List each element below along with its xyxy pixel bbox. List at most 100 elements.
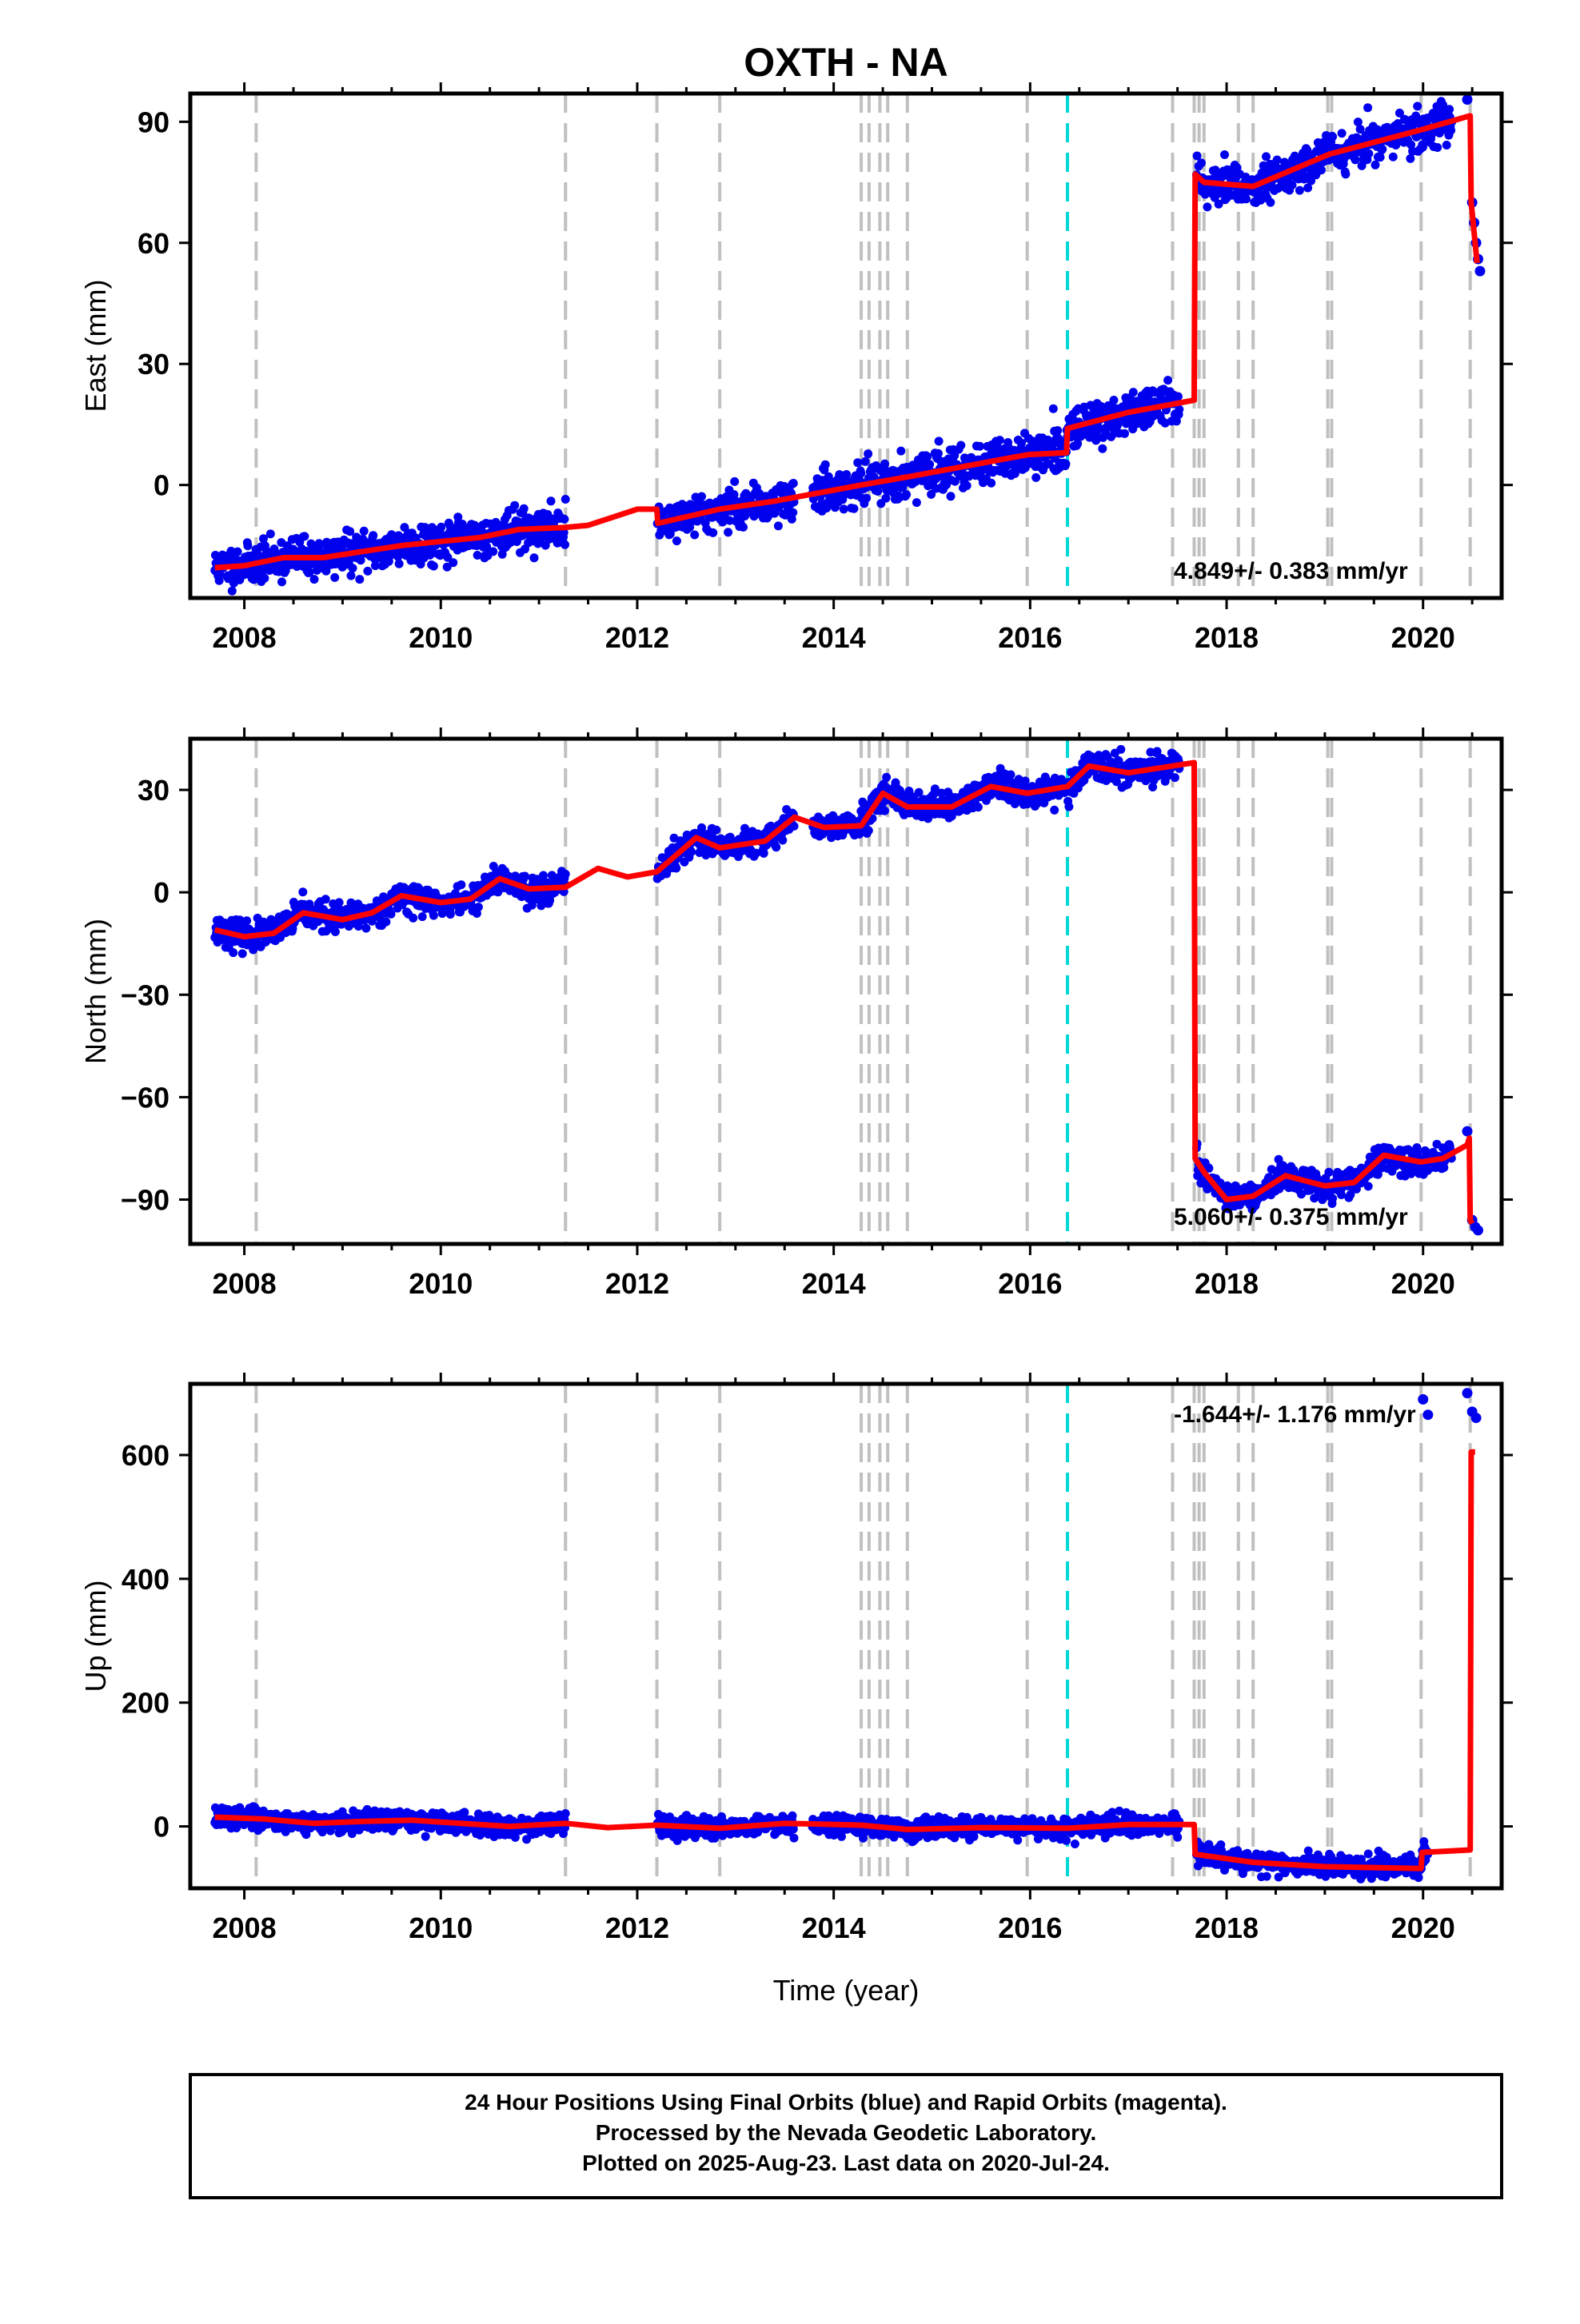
data-point [457,880,465,889]
data-point [1242,194,1251,203]
data-point [1473,1225,1483,1235]
data-point [547,496,556,505]
plot-area [210,739,1483,1244]
data-point [963,481,972,490]
data-point [864,449,872,458]
data-point [1462,94,1473,105]
data-point [840,504,848,513]
data-point [1364,149,1373,158]
data-point [321,895,330,903]
y-tick-label: 30 [138,348,170,381]
data-point [1328,133,1337,142]
data-point [474,903,483,911]
data-point [1007,771,1015,779]
data-point [861,457,870,466]
data-point [1433,143,1442,152]
data-point [1462,1126,1473,1137]
data-point [409,914,417,923]
y-axis-label-north: North (mm) [79,919,112,1064]
data-point [395,560,404,568]
data-point [987,479,995,488]
y-tick-label: 90 [138,106,170,138]
data-point [902,490,911,499]
data-point [561,870,570,879]
figure-title: OXTH - NA [744,40,948,85]
data-point [330,573,339,582]
data-point [853,458,862,467]
plot-area [210,1384,1481,1888]
data-point [1363,103,1372,112]
velocity-annotation-east: 4.849+/- 0.383 mm/yr [1174,558,1408,584]
data-point [1378,145,1386,153]
data-point [995,436,1004,444]
data-point [697,492,706,501]
x-tick-label: 2018 [1195,621,1259,654]
y-axis-label-east: East (mm) [79,280,112,413]
data-point [1262,152,1271,161]
data-point [1116,745,1125,754]
data-point [923,452,932,461]
data-point [976,442,984,451]
data-point [1266,198,1275,207]
data-point [437,523,445,532]
data-point [520,504,529,513]
data-point [1031,473,1040,482]
data-points-north [210,745,1483,1236]
data-point [1317,165,1326,174]
x-tick-label: 2008 [213,621,277,654]
data-point [349,564,357,572]
data-point [760,849,768,858]
data-point [896,447,905,456]
data-point [243,541,252,550]
data-point [864,826,873,835]
y-tick-label: 30 [138,774,170,807]
data-point [360,527,369,536]
data-point [912,498,921,507]
data-point [690,531,699,540]
data-point [1049,405,1058,413]
x-tick-label: 2010 [409,621,473,654]
x-tick-label: 2008 [213,1267,277,1300]
data-point [687,847,696,856]
data-point [880,807,889,815]
data-point [1337,1190,1346,1199]
data-point [233,548,242,556]
data-point [363,567,372,576]
data-point [561,540,569,549]
data-point [355,575,364,584]
data-point [335,898,344,907]
data-point [1341,169,1350,178]
velocity-annotation-north: 5.060+/- 0.375 mm/yr [1174,1204,1408,1230]
data-point [880,460,889,468]
data-point [1295,186,1304,195]
data-point [934,449,943,458]
y-tick-label: −90 [121,1183,170,1216]
data-point [1413,102,1422,110]
x-tick-label: 2020 [1391,1267,1455,1300]
data-point [1328,1194,1337,1203]
data-point [260,574,269,583]
data-point [361,924,370,933]
data-point [739,523,748,532]
data-point [1446,126,1455,135]
data-points-up [210,1388,1481,1884]
data-point [238,949,247,958]
data-point [1197,158,1206,167]
data-point [1445,105,1454,114]
data-point [489,547,497,556]
data-point [821,460,830,469]
x-tick-label: 2018 [1195,1267,1259,1300]
x-tick-label: 2014 [802,621,866,654]
data-point [1376,153,1385,161]
data-point [789,479,798,488]
data-point [1120,429,1129,438]
data-point [788,508,797,517]
data-point [974,803,983,811]
data-point [708,528,717,537]
x-tick-label: 2012 [605,1267,669,1300]
data-point [521,872,529,881]
data-point [882,773,891,782]
data-point [1061,460,1070,468]
data-point [1129,388,1138,397]
